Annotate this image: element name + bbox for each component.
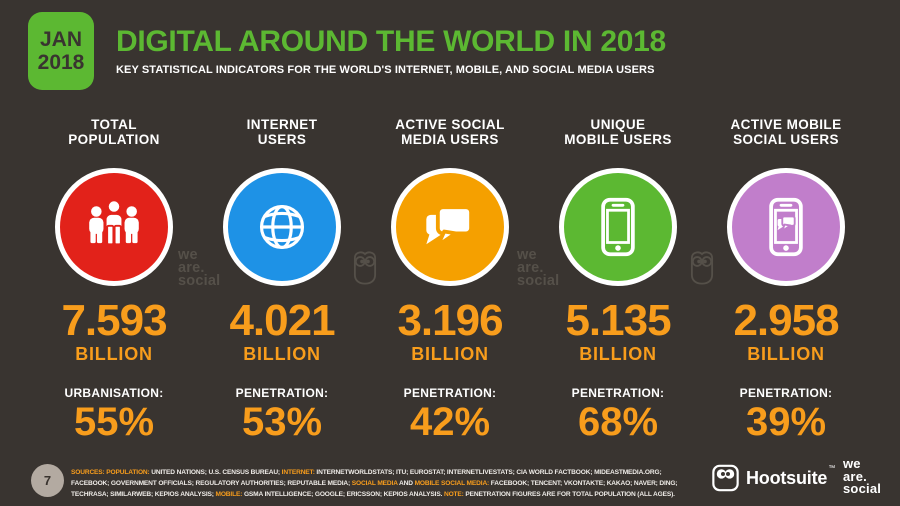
metric-label: PENETRATION: [571, 386, 665, 400]
stat-circle [55, 168, 173, 286]
hootsuite-logo: Hootsuite ™ [712, 462, 835, 494]
page-number: 7 [31, 464, 64, 497]
we-are-social-watermark: we are. social [517, 247, 560, 289]
sources-note: SOURCES: POPULATION: UNITED NATIONS; U.S… [71, 467, 677, 500]
stat-column-mobile-social-users: ACTIVE MOBILE SOCIAL USERS [702, 112, 870, 443]
page-title: DIGITAL AROUND THE WORLD IN 2018 [116, 25, 666, 58]
badge-month: JAN [39, 28, 82, 51]
we-are-social-logo: we are. social [843, 456, 882, 496]
sources-line: TECHRASA; SIMILARWEB; KEPIOS ANALYSIS; M… [71, 491, 675, 498]
metric-value: 68% [577, 400, 659, 444]
metric-value: 55% [73, 400, 155, 444]
metric-value: 42% [409, 400, 491, 444]
sources-line: FACEBOOK; GOVERNMENT OFFICIALS; REGULATO… [71, 480, 678, 487]
people-icon [89, 199, 139, 246]
stat-column-unique-mobile-users: UNIQUE MOBILE USERS 5.135 BILLION PENETR… [534, 112, 702, 443]
hootsuite-wordmark: Hootsuite [746, 467, 828, 488]
date-badge: JAN 2018 [28, 12, 94, 90]
stat-columns: TOTAL POPULATION 7.593 [30, 112, 870, 443]
sources-line: SOURCES: POPULATION: UNITED NATIONS; U.S… [71, 469, 662, 476]
stat-unit: BILLION [579, 344, 657, 364]
hootsuite-owl-watermark [689, 250, 715, 290]
stat-circle [559, 168, 677, 286]
column-title: ACTIVE MOBILE SOCIAL USERS [730, 117, 842, 147]
stat-circle [727, 168, 845, 286]
smartphone-icon [601, 197, 635, 257]
metric-label: URBANISATION: [64, 386, 164, 400]
stat-circle [391, 168, 509, 286]
stat-column-total-population: TOTAL POPULATION 7.593 [30, 112, 198, 443]
chat-bubbles-icon [426, 205, 474, 248]
stat-value: 7.593 [61, 296, 167, 345]
stat-unit: BILLION [75, 344, 153, 364]
metric-value: 53% [241, 400, 323, 444]
badge-year: 2018 [37, 51, 85, 74]
column-title: TOTAL POPULATION [68, 117, 160, 147]
column-title: INTERNET USERS [246, 117, 318, 147]
stat-circle [223, 168, 341, 286]
metric-value: 39% [745, 400, 827, 444]
stat-unit: BILLION [747, 344, 825, 364]
column-title: UNIQUE MOBILE USERS [564, 117, 672, 147]
stat-value: 5.135 [565, 296, 671, 345]
header: DIGITAL AROUND THE WORLD IN 2018 KEY STA… [116, 25, 666, 76]
stat-value: 3.196 [397, 296, 503, 345]
stat-value: 2.958 [733, 296, 839, 345]
metric-label: PENETRATION: [739, 386, 833, 400]
stat-column-social-media-users: ACTIVE SOCIAL MEDIA USERS 3.196 BI [366, 112, 534, 443]
globe-icon [259, 204, 305, 250]
metric-label: PENETRATION: [403, 386, 497, 400]
stat-column-internet-users: INTERNET USERS 4.021 BILLION PENETRATION… [198, 112, 366, 443]
hootsuite-owl-icon [712, 464, 739, 492]
hootsuite-owl-watermark [352, 250, 378, 290]
mobile-chat-icon [769, 197, 803, 257]
metric-label: PENETRATION: [235, 386, 329, 400]
page-subtitle: KEY STATISTICAL INDICATORS FOR THE WORLD… [116, 64, 655, 76]
trademark-symbol: ™ [828, 465, 836, 472]
stat-value: 4.021 [229, 296, 335, 345]
we-are-social-watermark: we are. social [178, 247, 221, 289]
column-title: ACTIVE SOCIAL MEDIA USERS [395, 117, 505, 147]
stat-unit: BILLION [411, 344, 489, 364]
stat-unit: BILLION [243, 344, 321, 364]
